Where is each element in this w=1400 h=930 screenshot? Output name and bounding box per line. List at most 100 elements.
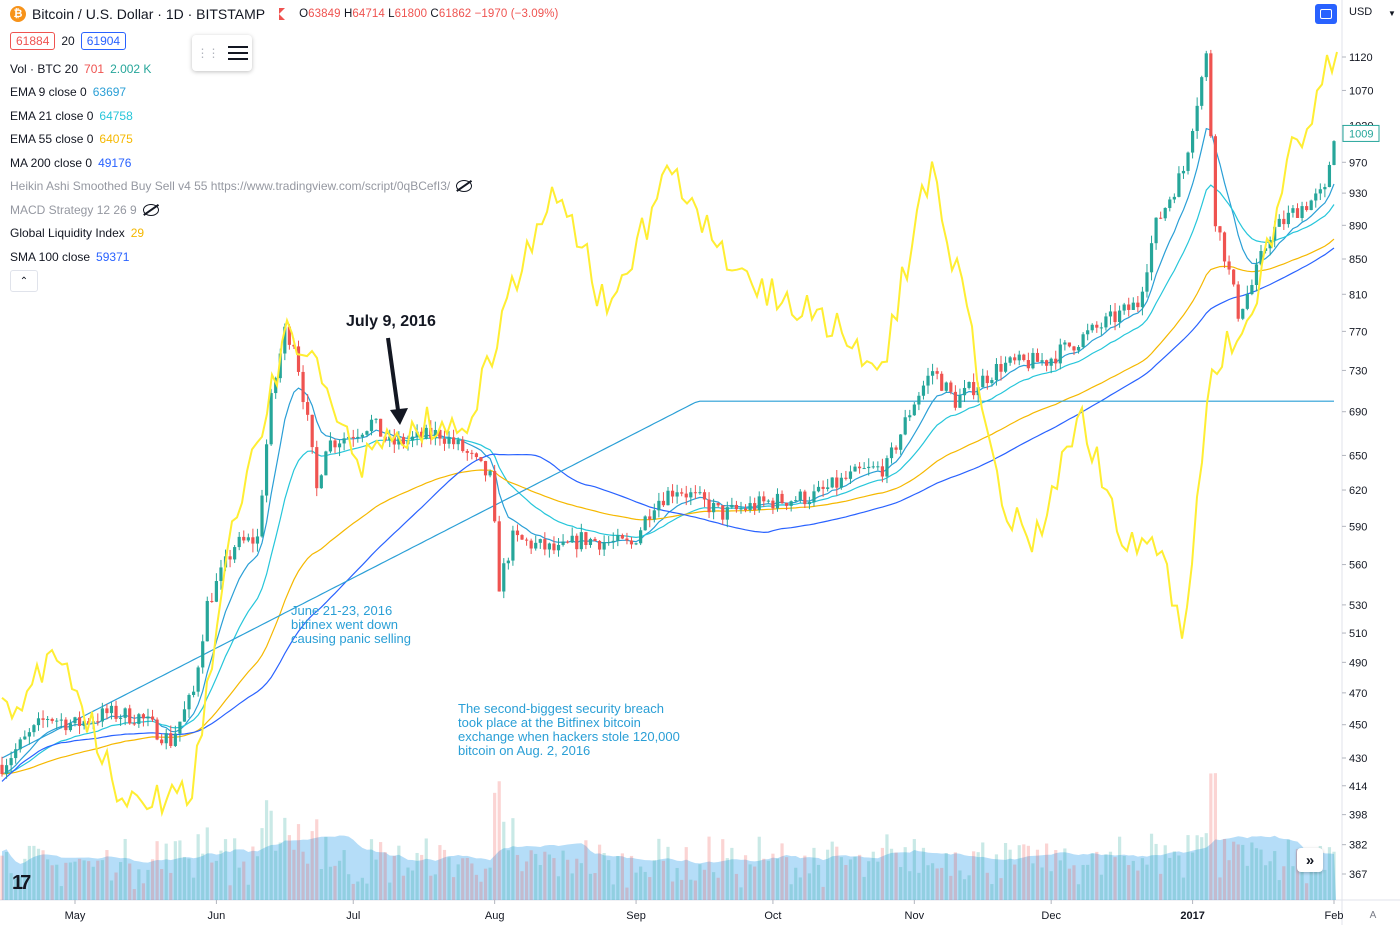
volume-bar <box>169 872 173 900</box>
volume-bar <box>1222 838 1227 900</box>
candle-body <box>1245 294 1249 309</box>
price-tick-label: 730 <box>1349 365 1367 377</box>
candle-body <box>32 725 36 733</box>
candle-body <box>1118 310 1122 323</box>
indicator-ma200[interactable]: MA 200 close 0 49176 <box>10 156 132 170</box>
candle-body <box>529 540 533 549</box>
candle-body <box>1081 334 1085 347</box>
indicator-macd[interactable]: MACD Strategy 12 26 9 <box>10 201 159 219</box>
volume-bar <box>233 838 237 900</box>
volume-bar <box>328 866 333 900</box>
annotation-august[interactable]: The second-biggest security breach took … <box>458 701 680 758</box>
candle-body <box>77 717 82 726</box>
volume-bar <box>123 838 127 900</box>
volume-bar <box>251 846 255 900</box>
candle-body <box>237 536 241 548</box>
time-tick-label: Oct <box>764 910 781 922</box>
candle-body <box>1095 324 1099 328</box>
candle-body <box>479 457 483 462</box>
candle-body <box>625 538 629 541</box>
volume-bar <box>958 870 962 900</box>
candle-body <box>0 764 4 775</box>
candle-body <box>438 429 442 439</box>
volume-bar <box>712 872 716 900</box>
candle-body <box>579 532 583 550</box>
annotation-july-9[interactable]: July 9, 2016 <box>346 313 436 330</box>
tradingview-logo[interactable]: 17 <box>12 872 31 894</box>
candle-body <box>985 375 989 384</box>
candle-body <box>1067 342 1072 347</box>
candle-body <box>1127 304 1131 310</box>
volume-bar <box>1076 884 1081 900</box>
volume-bar <box>698 864 702 900</box>
indicator-heikin-ashi[interactable]: Heikin Ashi Smoothed Buy Sell v4 55 http… <box>10 177 473 195</box>
price-tick-label: 590 <box>1349 521 1367 533</box>
volume-bar <box>337 860 342 900</box>
volume-bar <box>18 876 22 900</box>
ask-price[interactable]: 61904 <box>80 32 127 50</box>
volume-bar <box>579 863 583 900</box>
candle-body <box>534 542 538 549</box>
currency-selector[interactable]: USD <box>1349 6 1373 18</box>
volume-bar <box>643 871 647 900</box>
volume-bar <box>77 858 82 900</box>
indicator-gli[interactable]: Global Liquidity Index 29 <box>10 226 145 240</box>
volume-bar <box>429 875 433 900</box>
volume-ma-area <box>2 835 1336 900</box>
volume-bar <box>360 877 364 900</box>
volume-bar <box>274 850 278 900</box>
volume-bar <box>1067 868 1072 900</box>
candle-body <box>328 440 333 452</box>
candle-body <box>999 364 1003 372</box>
volume-bar <box>465 857 469 900</box>
flag-icon[interactable] <box>279 8 286 20</box>
indicator-ema21[interactable]: EMA 21 close 0 64758 <box>10 109 133 123</box>
candle-body <box>839 477 843 488</box>
volume-bar <box>1295 849 1300 900</box>
hidden-eye-icon[interactable] <box>456 180 473 192</box>
volume-bar <box>556 876 561 900</box>
chevron-down-icon[interactable]: ▼ <box>1388 9 1396 18</box>
candle-body <box>169 733 173 746</box>
indicator-ema55[interactable]: EMA 55 close 0 64075 <box>10 132 133 146</box>
volume-bar <box>46 859 50 900</box>
symbol-title[interactable]: Bitcoin / U.S. Dollar · 1D · BITSTAMP <box>32 6 266 22</box>
candle-body <box>930 371 935 376</box>
candle-body <box>857 466 862 469</box>
drawing-toolbox[interactable]: ⋮⋮ <box>192 35 252 71</box>
hidden-eye-icon[interactable] <box>142 204 159 216</box>
volume-bar <box>178 840 182 900</box>
auto-scale-button[interactable]: A <box>1369 910 1377 921</box>
volume-bar <box>949 875 953 900</box>
bid-price[interactable]: 61884 <box>10 32 56 50</box>
candle-body <box>401 436 406 445</box>
volume-bar <box>438 845 442 900</box>
drag-handle-icon[interactable]: ⋮⋮ <box>196 46 220 60</box>
volume-bar <box>410 870 415 900</box>
candle-body <box>643 516 647 531</box>
volume-bar <box>707 836 711 900</box>
annotation-june[interactable]: June 21-23, 2016 bitfinex went down caus… <box>291 603 411 646</box>
volume-bar <box>1186 835 1190 900</box>
candle-body <box>1241 308 1245 319</box>
indicator-volume[interactable]: Vol · BTC 20 701 2.002 K <box>10 62 152 76</box>
fit-screen-icon[interactable] <box>1315 4 1337 24</box>
candle-body <box>538 539 542 543</box>
candle-body <box>410 436 415 441</box>
candle-body <box>588 538 593 545</box>
indicator-sma100[interactable]: SMA 100 close 59371 <box>10 250 130 264</box>
price-tick-label: 930 <box>1349 188 1367 200</box>
volume-bar <box>278 842 282 900</box>
candle-body <box>1035 352 1040 362</box>
volume-bar <box>64 862 68 900</box>
indicator-ema9[interactable]: EMA 9 close 0 63697 <box>10 85 127 99</box>
double-chevron-right-icon[interactable]: » <box>1297 848 1323 872</box>
chevron-up-icon[interactable]: ⌃ <box>10 270 38 292</box>
price-tick-label: 970 <box>1349 157 1367 169</box>
volume-bar <box>771 853 775 900</box>
drawing-lines-icon[interactable] <box>227 46 248 60</box>
price-tick-label: 530 <box>1349 600 1367 612</box>
volume-bar <box>160 869 164 900</box>
